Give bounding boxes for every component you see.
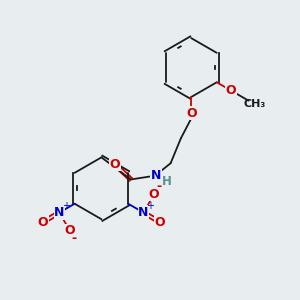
Text: O: O: [225, 84, 236, 97]
Text: +: +: [146, 201, 154, 211]
Text: N: N: [54, 206, 64, 219]
Text: +: +: [62, 201, 70, 211]
Text: O: O: [64, 224, 75, 237]
Text: H: H: [162, 175, 172, 188]
Text: -: -: [156, 180, 161, 193]
Text: O: O: [38, 216, 48, 229]
Text: O: O: [149, 188, 159, 201]
Text: -: -: [72, 232, 77, 245]
Text: N: N: [151, 169, 161, 182]
Text: N: N: [138, 206, 149, 219]
Text: O: O: [186, 107, 196, 120]
Text: O: O: [110, 158, 120, 171]
Text: CH₃: CH₃: [244, 99, 266, 110]
Text: O: O: [155, 216, 165, 229]
